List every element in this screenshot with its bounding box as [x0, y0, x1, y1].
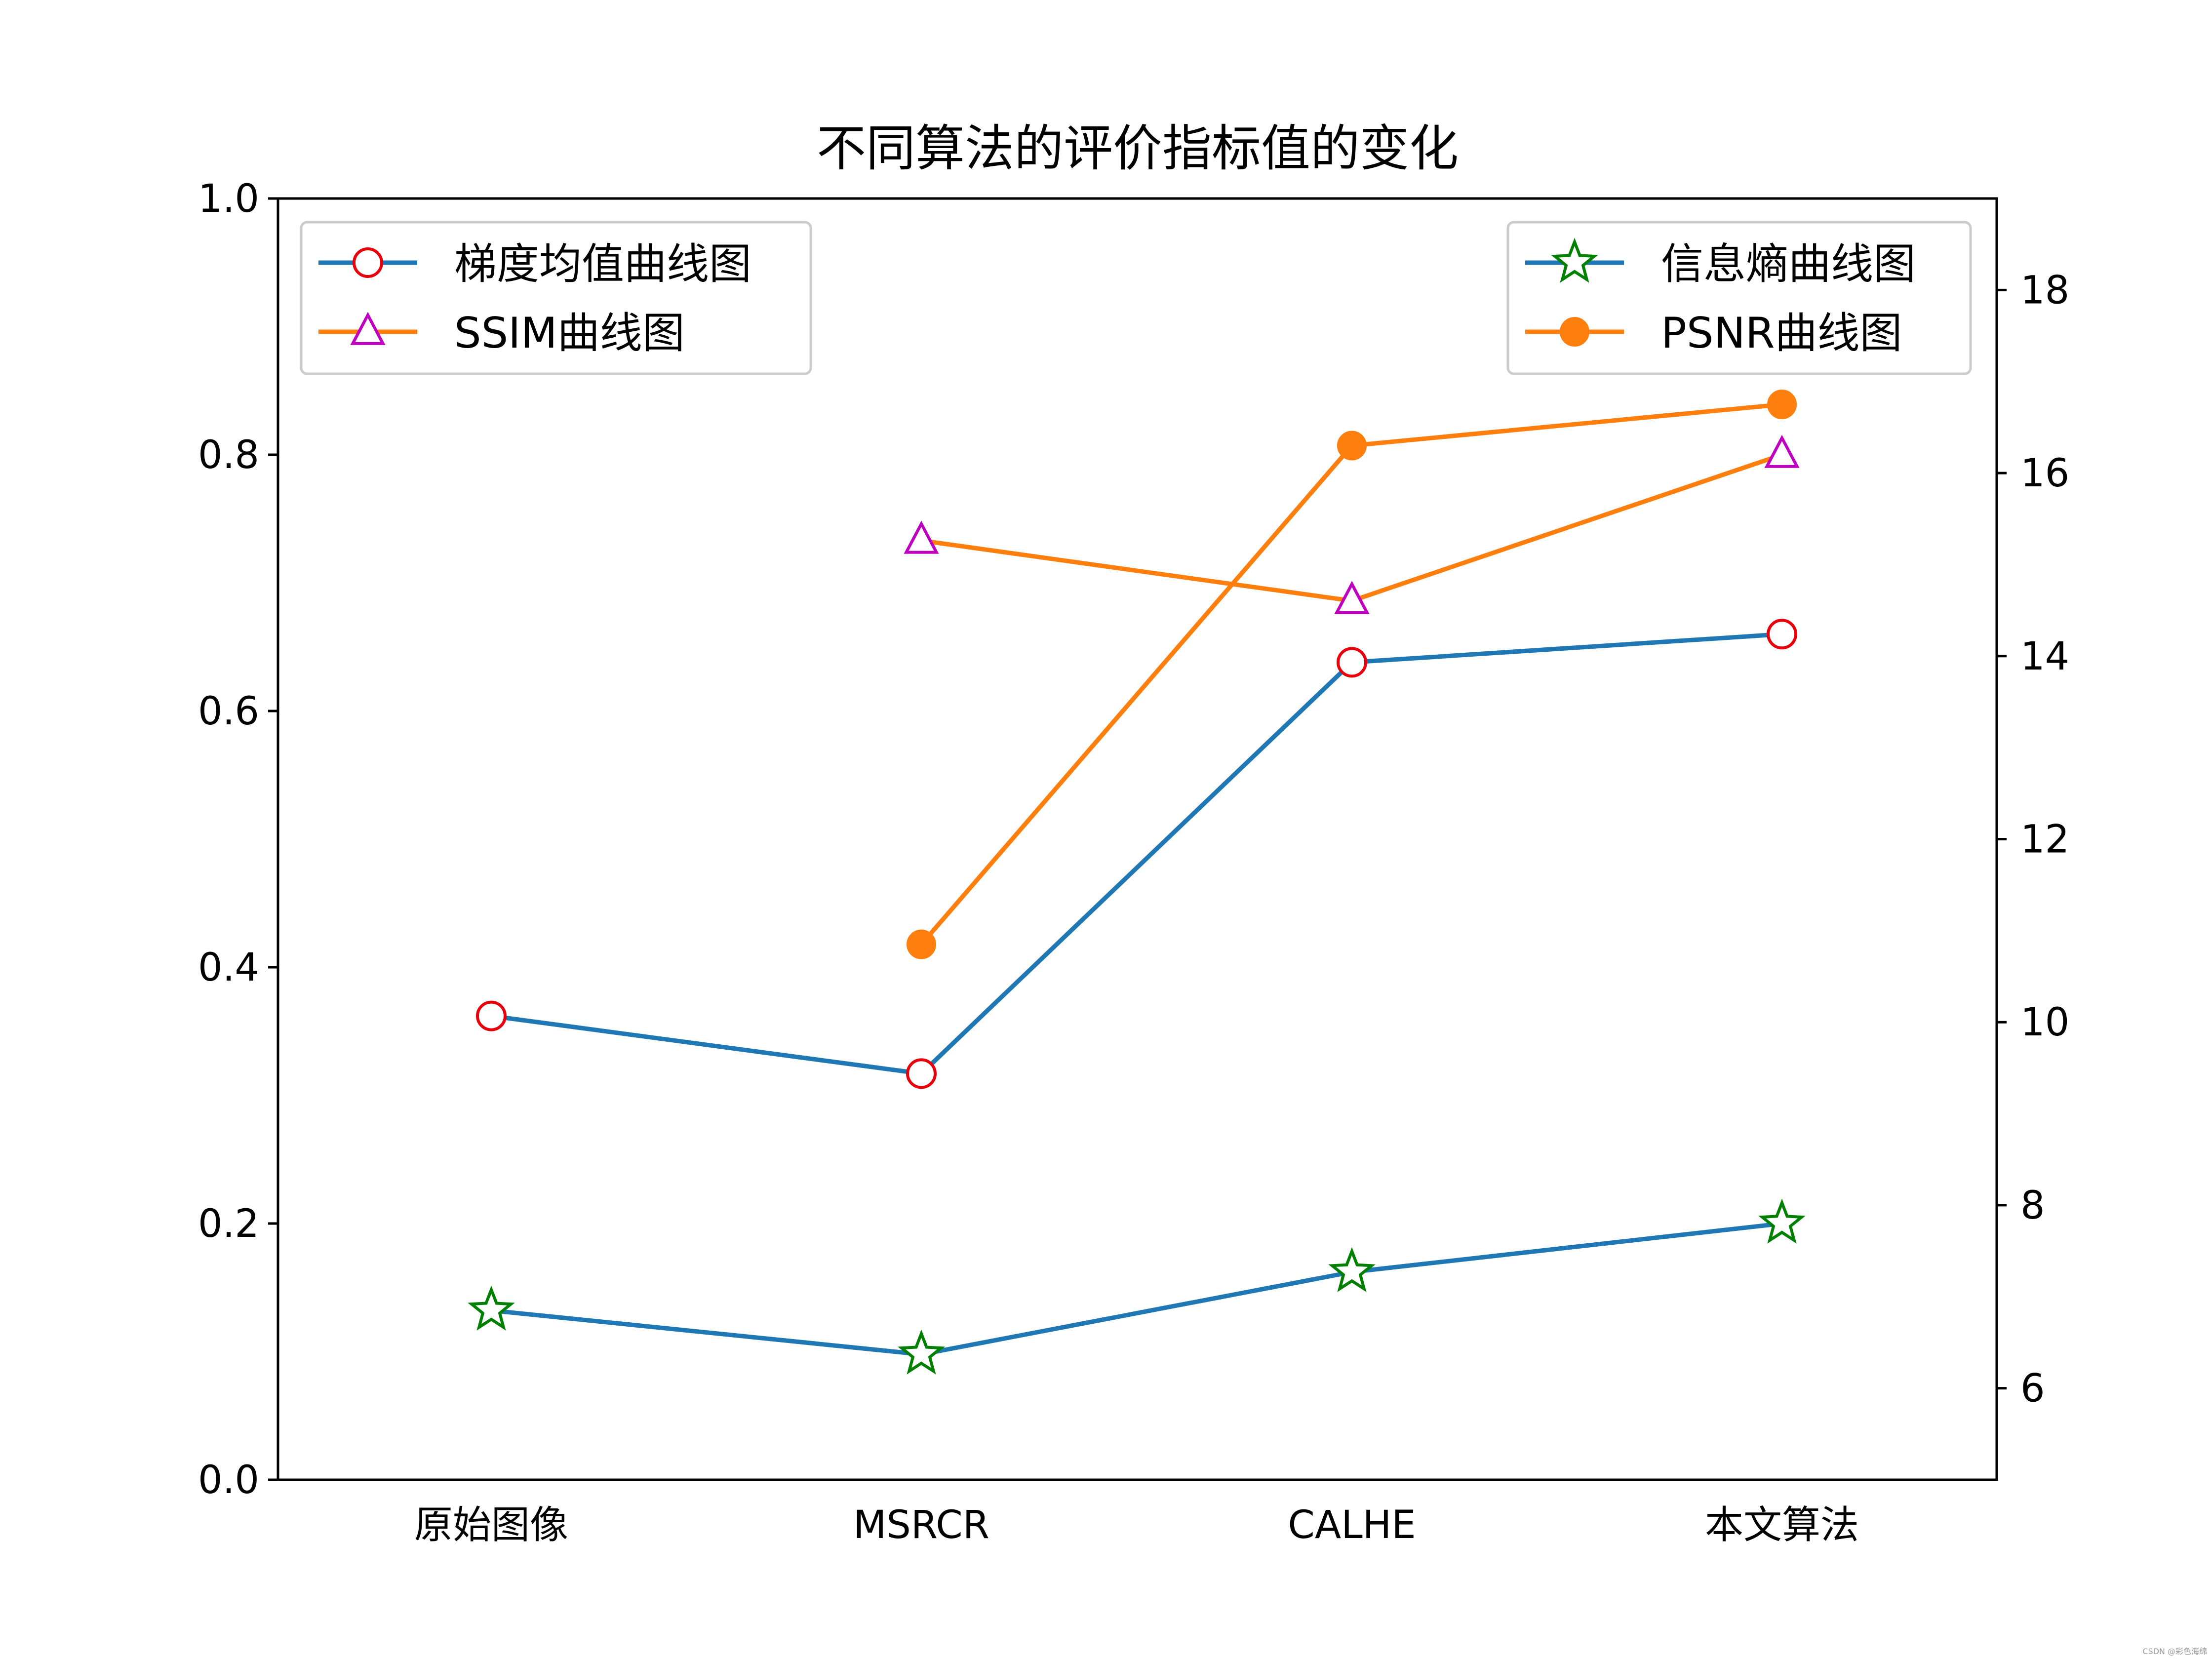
data-point-0-3: [1767, 619, 1797, 650]
data-point-2-2: [1328, 1247, 1376, 1292]
right-axis-tick-label: 18: [2020, 268, 2069, 313]
right-axis-tick-label: 8: [2020, 1184, 2045, 1228]
data-point-1-0: [904, 520, 939, 554]
data-point-3-1: [1337, 431, 1367, 461]
x-axis-tick-label: CALHE: [1288, 1503, 1416, 1547]
data-point-0-0: [476, 1000, 507, 1031]
right-axis-tick-label: 14: [2020, 634, 2069, 679]
legend-box: [1506, 221, 1972, 375]
legends: 梯度均值曲线图 SSIM曲线图 信息熵曲线图 PSNR曲线图: [300, 221, 1972, 375]
data-point-0-1: [906, 1058, 937, 1089]
data-point-1-2: [1764, 434, 1800, 468]
axes: 0.0 0.2 0.4 0.6 0.8 1.0 6 8 10 12 14 16 18 原始图像 MSRCR C…: [198, 177, 2069, 1547]
left-axis-tick-label: 0.6: [198, 689, 259, 734]
legend-entry-label: SSIM曲线图: [454, 309, 685, 358]
legend-swatch-marker: [1560, 317, 1589, 347]
right-axis-tick-label: 16: [2020, 451, 2069, 496]
x-axis-tick-label: MSRCR: [853, 1503, 989, 1547]
series-line-0: [491, 632, 1782, 1076]
legend-swatch-marker: [350, 312, 386, 345]
data-point-1-1: [1334, 581, 1370, 614]
x-axis-tick-label: 原始图像: [414, 1503, 568, 1547]
x-axis-tick-label: 本文算法: [1705, 1503, 1859, 1547]
legend-entry-label: PSNR曲线图: [1661, 309, 1902, 358]
data-point-3-0: [907, 929, 936, 959]
left-axis-tick-label: 0.4: [198, 946, 259, 990]
right-axis-tick-label: 10: [2020, 1000, 2069, 1045]
legend-entry-label: 信息熵曲线图: [1661, 239, 1916, 289]
series-line-2: [491, 1221, 1782, 1357]
legend-swatch-marker: [353, 247, 383, 278]
plot-area: [468, 390, 1806, 1375]
data-point-2-0: [468, 1285, 515, 1331]
watermark: CSDN @彩色海绵: [2142, 1647, 2207, 1656]
left-axis-tick-label: 1.0: [198, 177, 259, 221]
left-axis-tick-label: 0.8: [198, 433, 259, 477]
legend-box: [300, 221, 812, 375]
left-axis-tick-label: 0.0: [198, 1458, 259, 1502]
data-point-0-2: [1337, 647, 1367, 678]
right-axis-tick-label: 12: [2020, 818, 2069, 862]
right-axis-tick-label: 6: [2020, 1367, 2045, 1411]
data-point-3-2: [1767, 390, 1797, 420]
left-axis-tick-label: 0.2: [198, 1202, 259, 1246]
chart-title: 不同算法的评价指标值的变化: [817, 119, 1459, 177]
legend-swatch-marker: [1551, 237, 1598, 283]
data-point-2-1: [898, 1329, 945, 1375]
data-point-2-3: [1758, 1198, 1806, 1244]
legend-entry-label: 梯度均值曲线图: [454, 239, 751, 289]
